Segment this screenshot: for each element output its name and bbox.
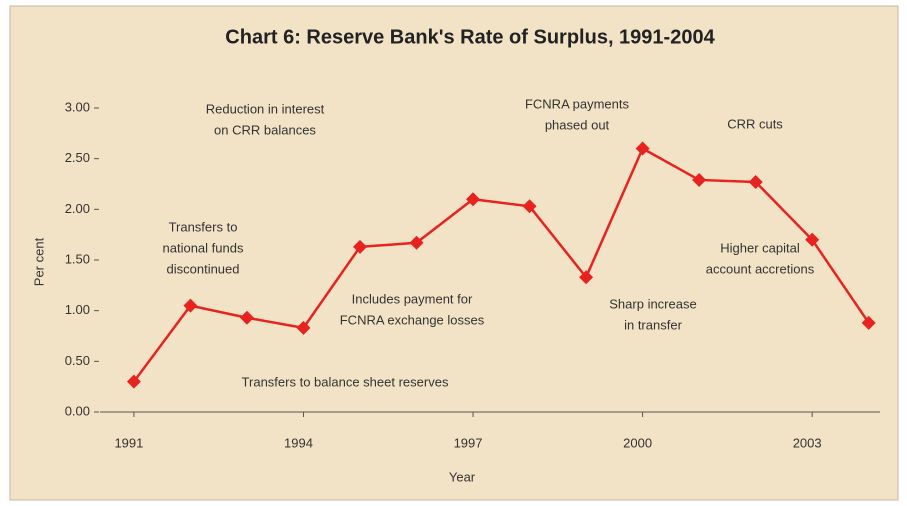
y-tick-label: 2.00 [65, 201, 90, 216]
y-tick-label: 3.00 [65, 99, 90, 114]
x-tick-label: 2000 [623, 435, 652, 450]
marker [183, 298, 198, 313]
marker [466, 192, 481, 207]
annotation: Higher capital [720, 240, 800, 255]
annotation: national funds [163, 240, 244, 255]
marker [296, 320, 311, 335]
marker [579, 270, 594, 285]
marker [409, 235, 424, 250]
marker [748, 174, 763, 189]
marker [692, 172, 707, 187]
annotation: Transfers to balance sheet reserves [242, 374, 449, 389]
annotation: Reduction in interest [206, 101, 325, 116]
y-tick-label: 1.50 [65, 251, 90, 266]
x-axis-label: Year [449, 469, 476, 484]
y-tick-label: 0.50 [65, 353, 90, 368]
y-tick-label: 1.00 [65, 302, 90, 317]
chart-background [9, 5, 899, 501]
annotation: Includes payment for [352, 291, 473, 306]
annotation: CRR cuts [727, 116, 783, 131]
line [132, 146, 870, 383]
x-tick-label: 1994 [284, 435, 313, 450]
annotation: account accretions [706, 261, 815, 276]
annotation: discontinued [167, 261, 240, 276]
y-tick-label: 0.00 [65, 403, 90, 418]
x-tick-label: 2003 [793, 435, 822, 450]
y-tick-label: 2.50 [65, 150, 90, 165]
x-tick-label: 1997 [454, 435, 483, 450]
annotation: Transfers to [169, 219, 238, 234]
marker [635, 141, 650, 156]
marker [353, 239, 367, 254]
chart-title: Chart 6: Reserve Bank's Rate of Surplus,… [225, 26, 715, 48]
marker [239, 310, 254, 325]
annotation: FCNRA payments [525, 96, 630, 111]
annotation: Sharp increase [609, 296, 696, 311]
annotation: phased out [545, 117, 610, 132]
marker [126, 374, 141, 389]
annotation: FCNRA exchange losses [340, 312, 485, 327]
annotation: in transfer [624, 317, 682, 332]
marker [805, 232, 820, 247]
marker [861, 315, 876, 330]
annotation: on CRR balances [214, 122, 316, 137]
marker [522, 199, 537, 214]
x-tick-label: 1991 [114, 435, 143, 450]
y-axis-label: Per cent [31, 237, 46, 286]
